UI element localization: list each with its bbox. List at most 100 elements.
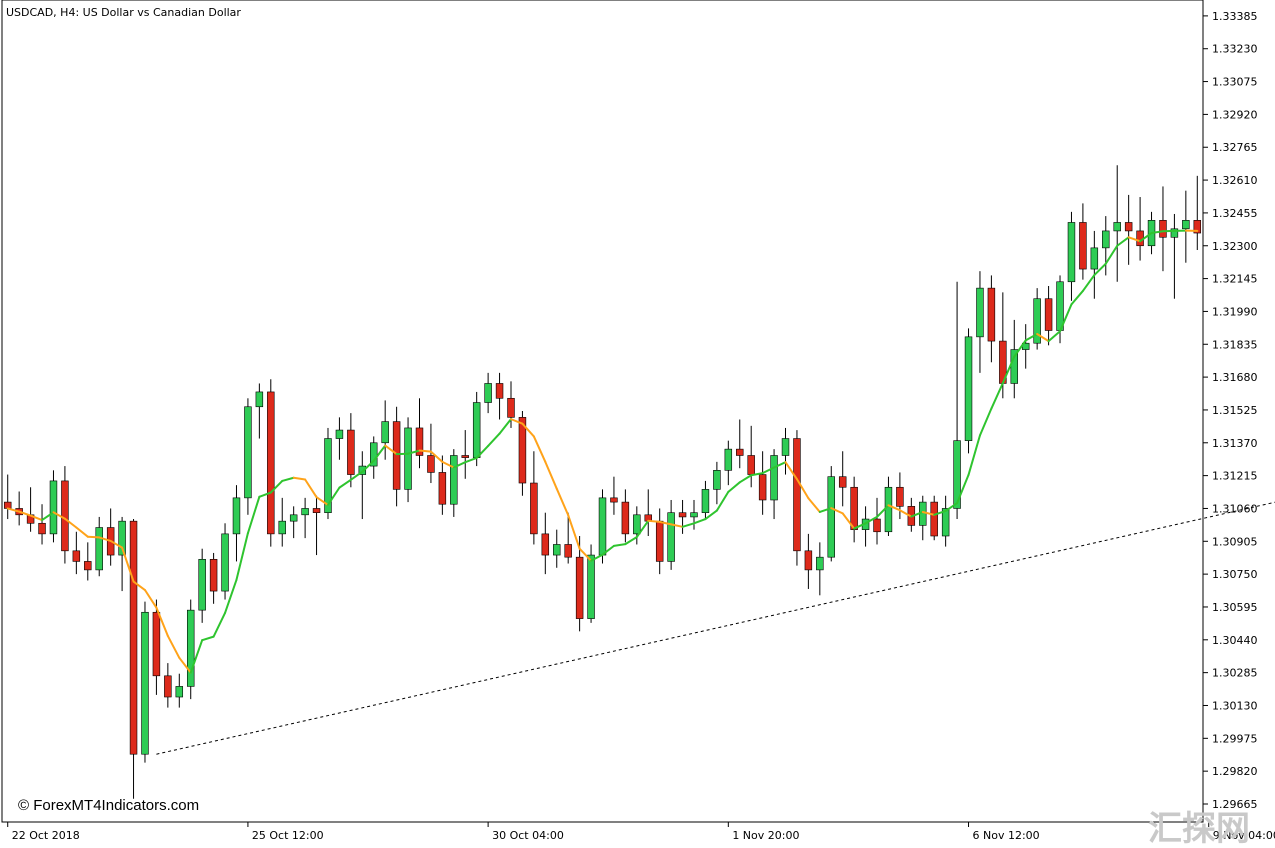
- candle-body: [381, 421, 389, 444]
- candle-body: [461, 455, 469, 458]
- candle: [575, 535, 584, 632]
- y-tick: 1.30130: [1203, 699, 1258, 712]
- candle: [1170, 213, 1179, 299]
- candle: [358, 451, 367, 520]
- ma-segment: [853, 522, 867, 530]
- candle: [964, 328, 973, 454]
- candle-body: [873, 518, 881, 533]
- candle-body: [678, 512, 687, 518]
- candle-body: [575, 556, 584, 619]
- ma-segment: [487, 432, 501, 447]
- y-tick-label: 1.29975: [1212, 732, 1258, 745]
- y-tick: 1.32455: [1203, 207, 1258, 220]
- candle-body: [186, 609, 195, 687]
- ma-segment: [956, 473, 970, 505]
- candle-body: [850, 486, 858, 530]
- ma-segment: [63, 517, 78, 529]
- candle-body: [953, 440, 961, 509]
- ma-segment: [784, 461, 798, 481]
- candle: [781, 427, 790, 475]
- candle-body: [884, 486, 893, 533]
- y-tick: 1.30595: [1203, 601, 1258, 614]
- ma-segment: [75, 526, 89, 538]
- y-tick-label: 1.29820: [1212, 765, 1258, 778]
- ma-segment: [98, 536, 112, 542]
- candle-body: [736, 448, 744, 456]
- candle: [335, 417, 344, 460]
- candle: [1193, 175, 1202, 250]
- ma-segment: [121, 546, 135, 583]
- x-tick-label: 6 Nov 12:00: [973, 829, 1040, 842]
- y-tick-label: 1.33385: [1212, 10, 1258, 23]
- candle-body: [232, 497, 241, 535]
- candle: [1113, 165, 1121, 282]
- candle-body: [335, 429, 344, 439]
- y-tick-label: 1.33075: [1212, 76, 1258, 89]
- y-tick-label: 1.30905: [1212, 535, 1258, 548]
- ma-segment: [384, 444, 398, 456]
- candle-body: [507, 397, 515, 418]
- ma-segment: [1139, 232, 1153, 243]
- y-tick-label: 1.32145: [1212, 273, 1258, 286]
- ma-segment: [624, 536, 638, 546]
- ma-segment: [1093, 262, 1107, 277]
- candle-body: [141, 611, 149, 755]
- ma-segment: [773, 461, 787, 469]
- ma-segment: [1081, 274, 1096, 292]
- ma-segment: [578, 547, 593, 562]
- candle: [186, 599, 195, 700]
- candle: [118, 516, 126, 592]
- candle-body: [1193, 220, 1202, 234]
- x-tick-label: 9 Nov 04:00: [1213, 829, 1275, 842]
- ma-segment: [338, 478, 352, 489]
- x-tick-label: 30 Oct 04:00: [492, 829, 564, 842]
- ma-segment: [1047, 330, 1062, 343]
- candle-body: [312, 508, 321, 513]
- ma-segment: [52, 511, 66, 520]
- candle-body: [129, 520, 138, 755]
- ma-segment: [281, 476, 295, 482]
- ma-segment: [933, 509, 947, 516]
- ma-segment: [612, 543, 627, 547]
- candle: [244, 398, 252, 515]
- candle-body: [987, 287, 996, 342]
- x-tick: 1 Nov 20:00: [727, 822, 799, 842]
- ma-segment: [601, 544, 615, 556]
- candle: [621, 489, 630, 543]
- ma-segment: [201, 635, 215, 642]
- y-tick-label: 1.30130: [1212, 699, 1258, 712]
- candle: [804, 533, 813, 589]
- y-tick-label: 1.31835: [1212, 338, 1258, 351]
- y-tick-label: 1.32920: [1212, 108, 1258, 121]
- y-tick: 1.32765: [1203, 141, 1258, 154]
- candle-body: [289, 514, 298, 522]
- candle-body: [1159, 220, 1167, 238]
- candle: [404, 417, 412, 503]
- x-tick: 22 Oct 2018: [7, 822, 80, 842]
- candle-body: [1090, 247, 1099, 270]
- candle-body: [438, 472, 447, 505]
- candle: [713, 461, 721, 505]
- candle: [667, 499, 675, 570]
- candle: [198, 548, 206, 623]
- candle-body: [1067, 222, 1076, 283]
- ma-segment: [681, 522, 696, 528]
- ma-segment: [315, 496, 329, 506]
- ma-segment: [841, 512, 856, 530]
- x-tick: 30 Oct 04:00: [487, 822, 564, 842]
- candle-body: [667, 512, 675, 562]
- y-tick: 1.32610: [1203, 174, 1258, 187]
- x-tick-label: 25 Oct 12:00: [252, 829, 324, 842]
- ma-segment: [361, 459, 375, 473]
- candle: [816, 542, 824, 596]
- y-tick: 1.31835: [1203, 338, 1258, 351]
- candle: [976, 271, 984, 373]
- candle: [758, 451, 767, 515]
- x-tick: 25 Oct 12:00: [247, 822, 324, 842]
- candle: [209, 552, 218, 604]
- candle-body: [816, 556, 824, 571]
- candle-body: [941, 508, 950, 537]
- candle: [1044, 286, 1053, 346]
- ma-segment: [795, 478, 810, 500]
- ma-segment: [155, 606, 169, 637]
